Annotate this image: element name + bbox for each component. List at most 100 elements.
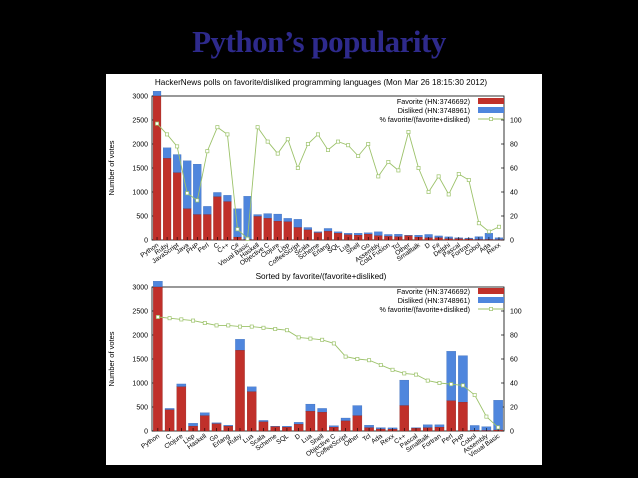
bar-favorite	[213, 196, 222, 241]
x-tick-label: SQL	[275, 433, 290, 446]
pct-point	[195, 198, 200, 203]
pct-point	[343, 354, 348, 359]
bar-favorite	[153, 286, 163, 432]
x-tick-label: C++	[216, 242, 230, 255]
bar-disliked	[352, 405, 363, 416]
bar-disliked	[183, 160, 192, 209]
legend-label: % favorite/(favorite+disliked)	[380, 115, 470, 124]
pct-point	[261, 325, 266, 330]
bar-disliked	[364, 425, 374, 428]
bar-disliked	[213, 192, 222, 197]
bar-disliked	[164, 408, 175, 411]
pct-point	[484, 414, 489, 419]
bar-favorite	[235, 350, 245, 432]
pct-point	[466, 178, 471, 182]
pct-point	[245, 236, 250, 241]
y2-tick-label: 40	[510, 190, 518, 197]
bar-disliked	[305, 403, 316, 412]
bar-disliked	[243, 196, 252, 240]
bar-disliked	[323, 228, 333, 232]
bar-disliked	[458, 355, 468, 403]
bar-disliked	[153, 281, 163, 288]
bar-disliked	[384, 234, 393, 237]
bar-favorite	[247, 391, 257, 432]
pct-point	[249, 324, 254, 329]
pct-point	[356, 154, 361, 158]
y-tick-label: 0	[144, 429, 148, 436]
pct-point	[414, 372, 418, 377]
legend-marker	[489, 307, 493, 311]
pct-point	[185, 191, 190, 196]
bar-disliked	[152, 91, 162, 97]
legend-label: Disliked (HN:3748961)	[398, 106, 470, 115]
bar-disliked	[233, 208, 242, 238]
y-tick-label: 1500	[132, 357, 148, 364]
pct-point	[396, 168, 401, 173]
pct-point	[296, 335, 301, 340]
y-axis-label: Number of votes	[107, 140, 116, 195]
bar-disliked	[258, 420, 269, 423]
bar-favorite	[458, 402, 468, 432]
pct-point	[390, 367, 395, 372]
pct-point	[476, 221, 481, 226]
pct-point	[386, 160, 391, 164]
y-tick-label: 3000	[132, 94, 148, 101]
bar-disliked	[354, 233, 363, 236]
legend-swatch	[478, 297, 504, 303]
y-tick-label: 1000	[132, 381, 148, 388]
pct-point	[355, 357, 360, 361]
bar-favorite	[446, 400, 456, 432]
bar-favorite	[399, 405, 409, 432]
bar-disliked	[273, 213, 282, 222]
chart-title: HackerNews polls on favorite/disliked pr…	[155, 78, 487, 87]
y-tick-label: 2000	[132, 142, 148, 149]
bar-favorite	[164, 409, 175, 432]
pct-point	[426, 190, 431, 194]
x-tick-label: Perl	[197, 242, 211, 255]
y-tick-label: 1000	[132, 190, 148, 197]
bar-favorite	[183, 208, 192, 241]
pct-point	[225, 132, 230, 137]
bar-disliked	[317, 408, 327, 413]
pct-point	[205, 149, 210, 154]
pct-point	[446, 192, 451, 197]
chart-sorted-by-ratio: Sorted by favorite/(favorite+disliked) 0 5…	[107, 272, 522, 459]
bar-disliked	[399, 379, 409, 406]
bar-favorite	[163, 158, 172, 241]
pct-point	[165, 132, 170, 137]
pct-point	[378, 363, 383, 367]
bar-disliked	[434, 424, 445, 428]
bar-disliked	[340, 417, 351, 422]
bar-disliked	[414, 235, 423, 238]
y-tick-label: 2000	[132, 333, 148, 340]
x-tick-label: Go	[208, 433, 219, 444]
bar-favorite	[223, 201, 232, 241]
pct-point	[214, 323, 219, 328]
pct-line	[157, 316, 499, 428]
pct-point	[226, 323, 231, 328]
pct-point	[155, 121, 159, 126]
bar-disliked	[235, 339, 245, 351]
bar-favorite	[152, 95, 162, 241]
x-tick-label: C	[213, 242, 221, 251]
x-tick-label: Ruby	[227, 433, 244, 448]
y2-tick-label: 40	[510, 381, 518, 388]
pct-point	[472, 393, 477, 397]
pct-point	[305, 142, 310, 146]
y-tick-label: 0	[144, 238, 148, 245]
pct-point	[273, 327, 278, 331]
pct-point	[366, 142, 371, 146]
y2-tick-label: 20	[510, 405, 518, 412]
bar-disliked	[293, 219, 302, 228]
legend-label: Favorite (HN:3746692)	[397, 287, 470, 296]
y2-tick-label: 100	[510, 118, 522, 125]
y2-tick-label: 60	[510, 166, 518, 173]
chart-title: Sorted by favorite/(favorite+disliked)	[256, 272, 387, 281]
x-tick-label: F#	[431, 242, 442, 252]
pct-point	[367, 358, 372, 363]
bar-disliked	[394, 234, 403, 237]
pct-point	[436, 174, 441, 179]
y-tick-label: 2500	[132, 309, 148, 316]
pct-point	[346, 143, 351, 148]
pct-point	[416, 166, 421, 170]
